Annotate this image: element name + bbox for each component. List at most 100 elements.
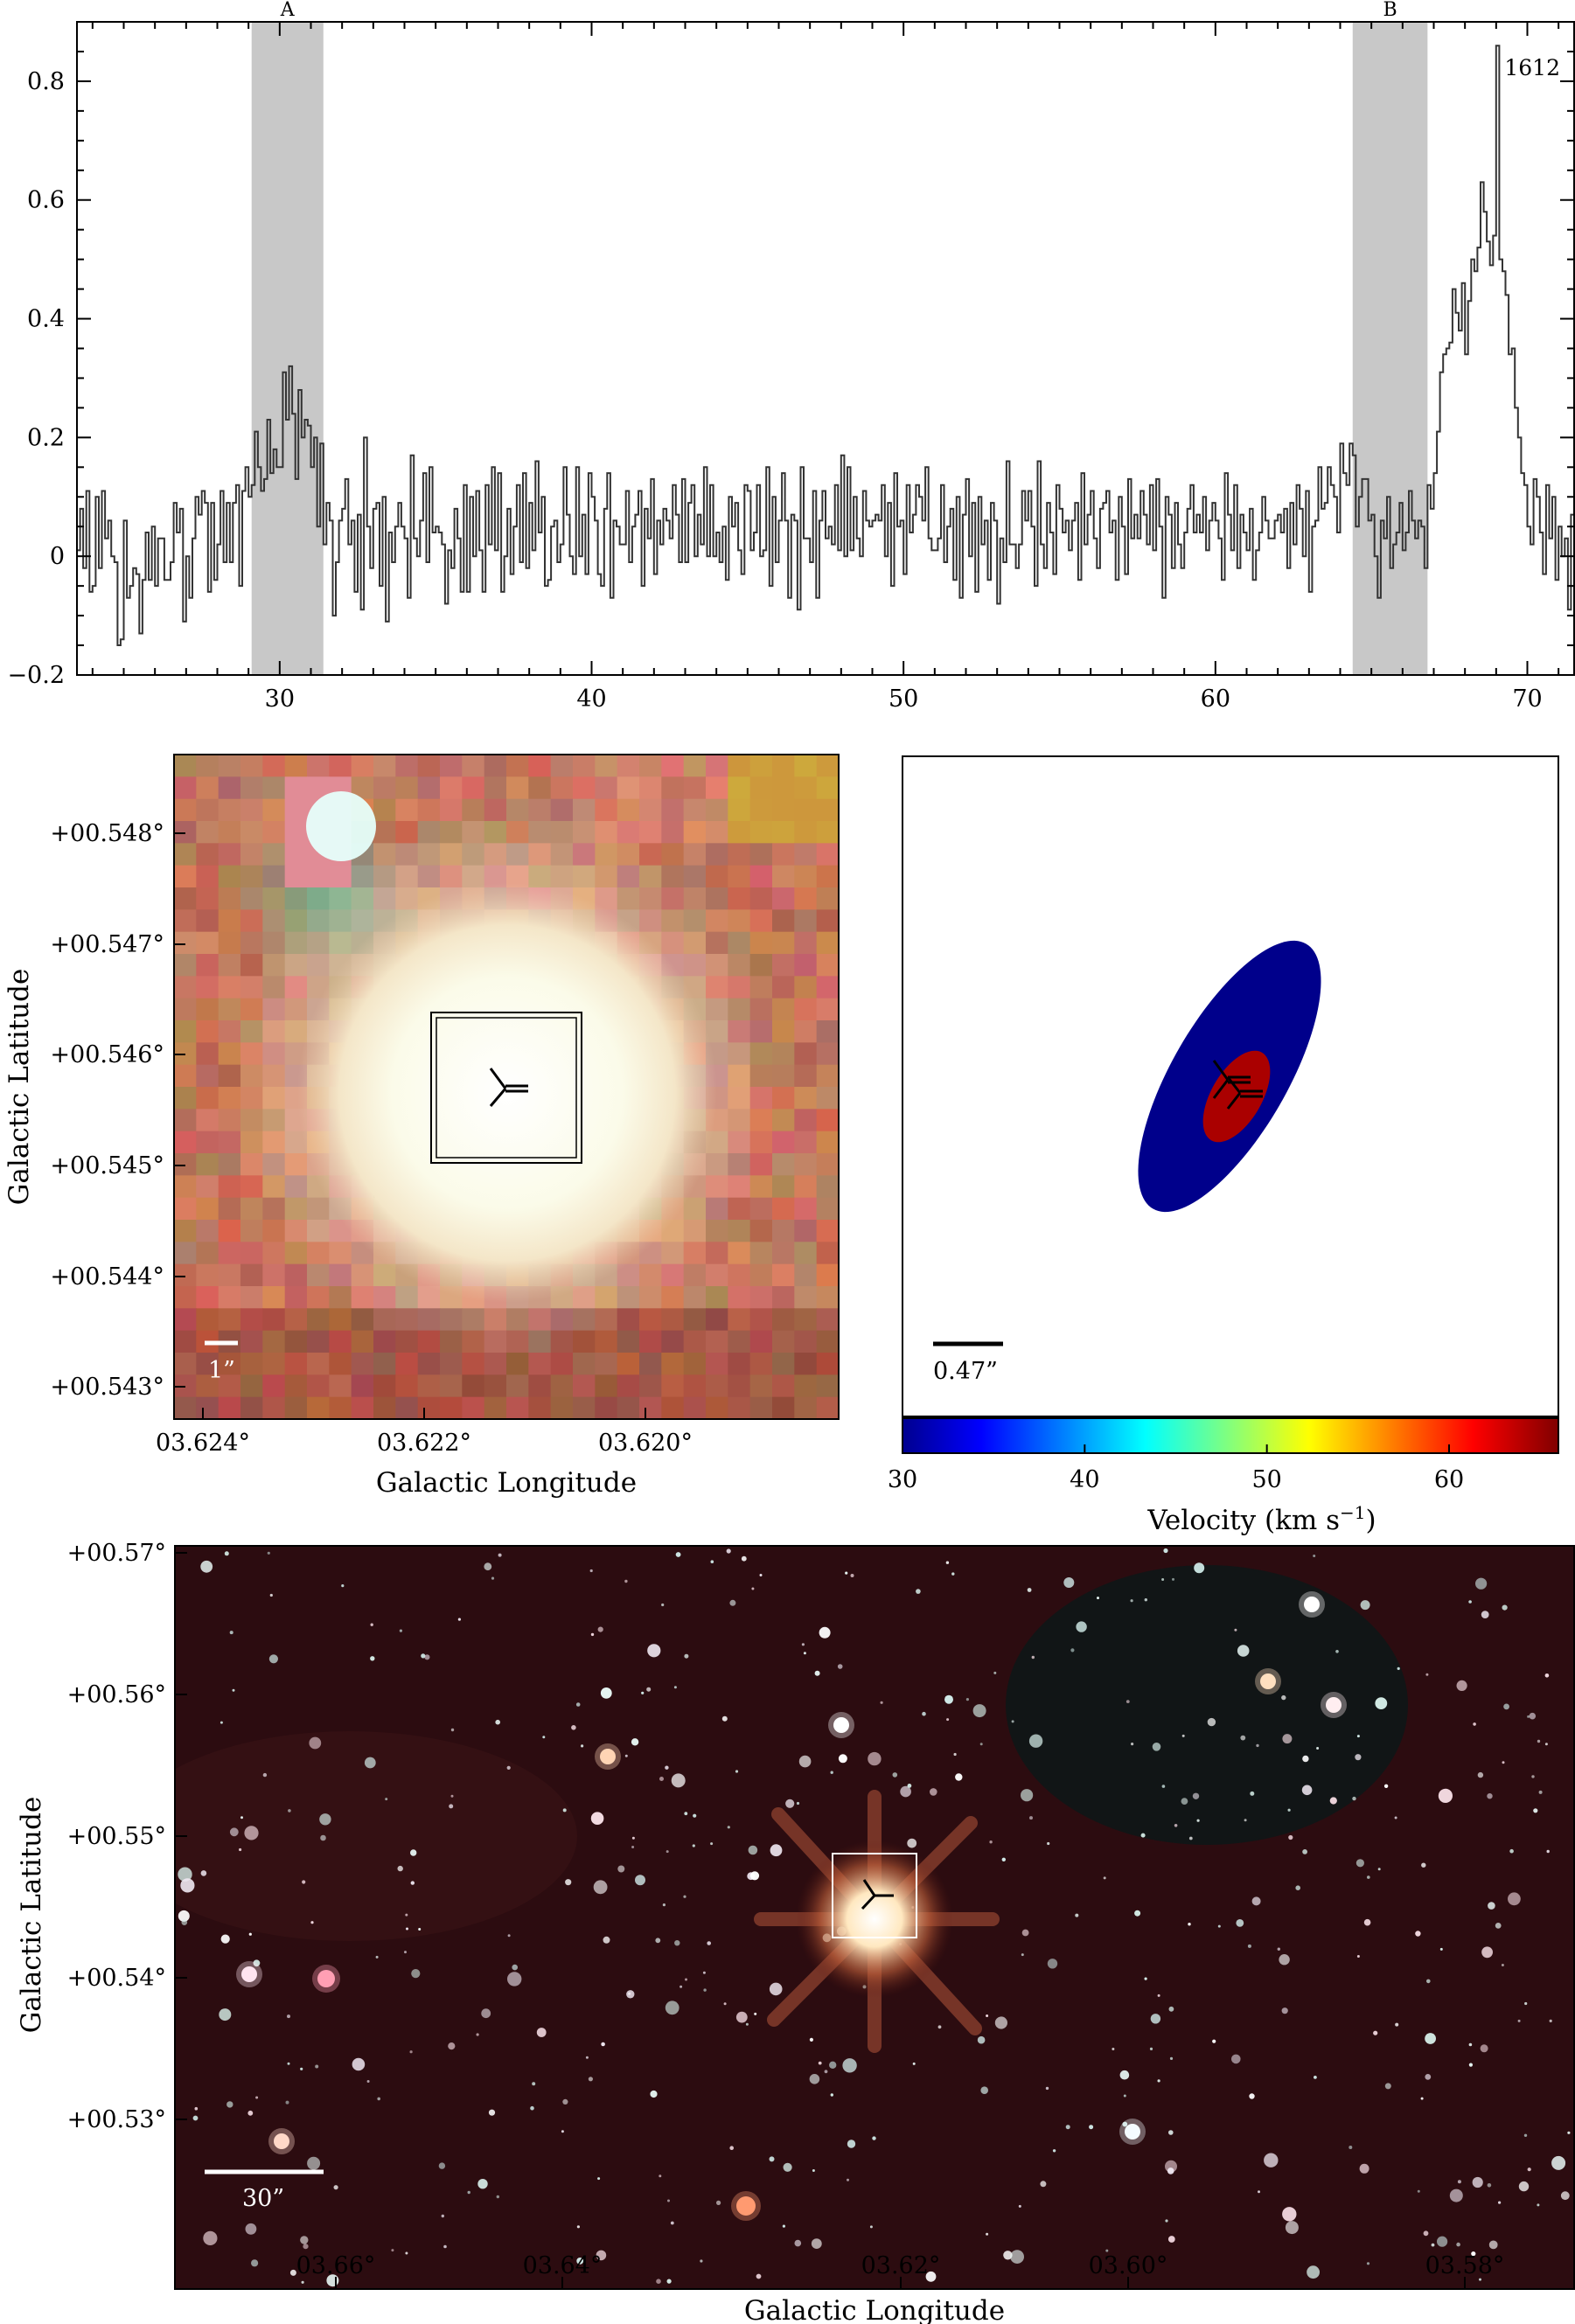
field-star: [229, 1631, 233, 1635]
field-star: [1537, 1739, 1541, 1743]
zoom-image-pixel: [573, 865, 596, 888]
field-star: [659, 1777, 664, 1781]
zoom-image-pixel: [639, 865, 662, 888]
field-star: [754, 2012, 757, 2015]
field-star: [507, 1972, 522, 1987]
field-star: [1473, 1722, 1476, 1726]
zoom-image-pixel: [772, 1064, 795, 1088]
zoom-image-panel: 1” 03.624° 03.622° 03.620° +00.548° +00.547°…: [3, 754, 840, 1499]
zoom-image-pixel: [617, 798, 640, 822]
field-star: [315, 2064, 319, 2069]
field-star: [631, 1836, 635, 1840]
field-star: [994, 2016, 1007, 2029]
field-star: [1349, 2146, 1353, 2149]
zoom-image-pixel: [728, 1020, 751, 1043]
zoom-image-pixel: [595, 1396, 618, 1419]
field-star: [1282, 2207, 1297, 2222]
zoom-image-pixel: [329, 1242, 352, 1265]
zoom-image-pixel: [528, 1353, 552, 1375]
zoom-image-pixel: [440, 821, 463, 844]
field-star: [845, 1571, 848, 1575]
zoom-image-pixel: [440, 1353, 463, 1375]
zoom-image-pixel: [351, 1396, 374, 1419]
field-star: [912, 2062, 916, 2065]
zoom-image-pixel: [816, 1353, 839, 1375]
zoom-image-pixel: [706, 798, 728, 822]
zoom-image-pixel: [528, 865, 552, 888]
zoom-image-pixel: [749, 755, 773, 777]
field-star: [1021, 1953, 1024, 1957]
zoom-image-pixel: [772, 755, 795, 777]
field-star: [1279, 1954, 1290, 1966]
zoom-image-pixel: [772, 1109, 795, 1132]
field-star: [1377, 1868, 1381, 1871]
field-star: [1352, 1796, 1356, 1801]
zoom-image-pixel: [816, 1242, 839, 1265]
zoom-image-pixel: [196, 1131, 220, 1154]
zoom-image-pixel: [373, 843, 396, 866]
zoom-image-pixel: [573, 776, 596, 800]
zoom-image-pixel: [240, 1242, 263, 1265]
zoom-image-pixel: [174, 1109, 197, 1132]
zoom-y-tick-label: +00.545°: [50, 1152, 164, 1179]
field-star: [203, 2230, 218, 2245]
field-star: [809, 2037, 814, 2042]
field-star: [847, 2178, 849, 2181]
field-star: [1544, 1673, 1550, 1678]
field-star: [801, 1643, 805, 1646]
zoom-image-pixel: [196, 1064, 220, 1088]
zoom-image-pixel: [395, 776, 419, 800]
zoom-image-pixel: [351, 1263, 374, 1287]
field-star: [1264, 2153, 1279, 2167]
zoom-image-pixel: [262, 1242, 286, 1265]
zoom-image-pixel: [794, 755, 818, 777]
bright-field-star: [1304, 1597, 1320, 1612]
zoom-image-pixel: [417, 865, 441, 888]
bright-field-star: [600, 1749, 616, 1764]
zoom-image-pixel: [816, 755, 839, 777]
zoom-image-pixel: [395, 1286, 419, 1309]
zoom-image-pixel: [262, 976, 286, 999]
zoom-image-pixel: [484, 1308, 507, 1332]
zoom-image-pixel: [218, 1396, 241, 1419]
zoom-image-pixel: [240, 1042, 263, 1066]
zoom-image-pixel: [772, 1175, 795, 1199]
zoom-image-pixel: [196, 954, 220, 977]
zoom-image-pixel: [395, 1353, 419, 1375]
zoom-image-pixel: [617, 1286, 640, 1309]
zoom-image-pixel: [617, 1308, 640, 1332]
zoom-image-pixel: [728, 1263, 751, 1287]
field-star: [1456, 1680, 1467, 1691]
field-star: [1247, 1944, 1251, 1948]
zoom-y-tick-label: +00.548°: [50, 820, 164, 847]
zoom-image-pixel: [550, 821, 574, 844]
field-star: [1181, 1798, 1188, 1806]
field-star: [661, 1603, 665, 1607]
field-star: [1301, 1785, 1313, 1796]
zoom-image-pixel: [373, 821, 396, 844]
zoom-image-pixel: [196, 887, 220, 910]
zoom-image-pixel: [749, 1353, 773, 1375]
maser-position-marker: [489, 1068, 528, 1107]
zoom-image-pixel: [196, 1396, 220, 1419]
zoom-image-pixel: [440, 865, 463, 888]
zoom-image-pixel: [573, 1353, 596, 1375]
zoom-image-pixel: [706, 755, 728, 777]
zoom-image-pixel: [772, 821, 795, 844]
zoom-image-pixel: [728, 843, 751, 866]
zoom-image-pixel: [262, 1175, 286, 1199]
zoom-image-pixel: [683, 798, 707, 822]
zoom-image-pixel: [661, 1330, 685, 1353]
zoom-image-pixel: [462, 755, 485, 777]
field-star: [1011, 1720, 1014, 1723]
zoom-image-pixel: [728, 1197, 751, 1221]
field-star: [1031, 1655, 1035, 1660]
field-star: [477, 2179, 488, 2189]
field-star: [481, 2008, 491, 2019]
field-star: [972, 1704, 986, 1718]
field-star: [671, 1773, 686, 1788]
field-star: [1140, 1833, 1146, 1838]
field-star: [1188, 1923, 1191, 1926]
zoom-image-pixel: [174, 1020, 197, 1043]
field-star: [1122, 2121, 1128, 2127]
